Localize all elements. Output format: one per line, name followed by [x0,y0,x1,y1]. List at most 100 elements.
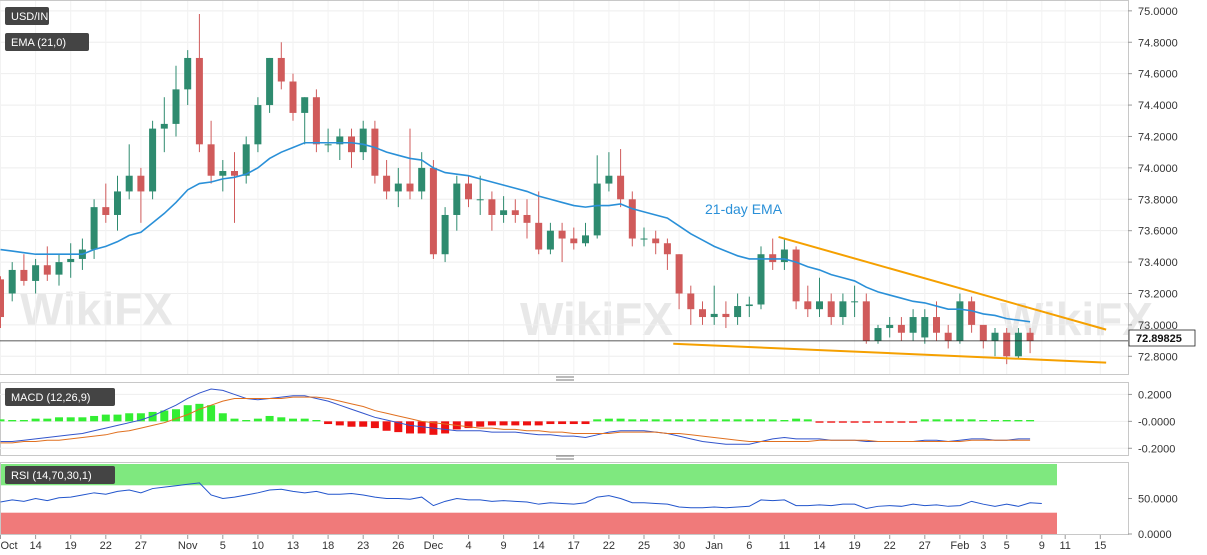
time-tick-label: 18 [322,540,334,552]
price-tick-label: 75.0000 [1138,6,1178,18]
macd-hist-bar [523,421,531,426]
macd-hist-bar [66,417,75,422]
candle [114,175,121,231]
macd-hist-bar [148,411,157,422]
macd-hist-bar [944,419,953,422]
time-tick-label: 14 [533,540,545,552]
ema-annotation: 21-day EMA [705,201,783,217]
candle [406,128,414,200]
macd-hist-bar [113,414,122,422]
macd-hist-bar [125,413,134,422]
macd-hist-bar [721,419,730,422]
macd-hist-bar [8,420,17,422]
candle-body [488,199,496,215]
macd-hist-bar [803,419,812,422]
price-tick-label: 73.0000 [1138,320,1178,332]
candle-body [617,175,625,200]
rsi-overbought-zone [1,464,1057,486]
time-tick-label: 19 [848,540,860,552]
macd-hist-bar [31,418,40,422]
time-tick-label: 5 [1004,540,1010,552]
candle-body [266,57,274,106]
candle-body [921,317,929,338]
macd-hist-bar [558,421,567,425]
candle-body [453,183,461,215]
time-tick-label: 27 [919,540,931,552]
price-tick-label: 72.8000 [1138,351,1178,363]
trendlines [673,235,1107,364]
symbol-label[interactable]: USD/INR [5,7,56,25]
time-tick-label: 3 [980,540,986,552]
candle [488,191,496,231]
macd-hist-bar [78,417,87,422]
candle [207,120,215,184]
time-tick-label: 22 [603,540,615,552]
price-tick-label: 74.0000 [1138,163,1178,175]
rsi-indicator-label[interactable]: RSI (14,70,30,1) [5,466,115,484]
candle [886,317,894,338]
candle-body [909,317,917,333]
candle-body [546,230,554,250]
last-price-badge: 72.89825 [1128,329,1196,347]
candle-body [149,128,157,192]
time-tick-label: 9 [1039,540,1045,552]
time-tick-label: 10 [252,540,264,552]
macd-hist-bar [1026,420,1035,422]
macd-hist-bar [733,419,742,422]
candle [301,97,309,145]
rsi-axis: 50.0000 0.0000 [1128,494,1178,541]
candle-body [570,238,578,244]
macd-hist-bar [499,421,508,426]
macd-hist-bar [780,420,789,422]
candle-body [734,306,742,318]
candle [722,301,730,329]
macd-hist-bar [265,415,274,422]
candle-body [862,301,870,341]
time-tick-label: 15 [1094,540,1106,552]
candle [266,57,274,113]
candle-body [465,183,472,200]
macd-hist-bar [604,418,613,422]
time-tick-label: Oct [1,540,18,552]
candle [160,97,168,153]
ema-indicator-label[interactable]: EMA (21,0) [5,33,89,51]
macd-resize-handle[interactable] [556,376,574,381]
candle [804,285,812,318]
candle [745,296,753,318]
macd-hist-bar [230,418,239,422]
candle-body [406,183,414,192]
candle-body [792,249,800,302]
candle [476,175,484,215]
macd-hist-bar [476,421,485,427]
candle-body [675,254,683,294]
macd-indicator-text: MACD (12,26,9) [11,392,90,404]
candle-body [137,175,145,192]
candle [289,73,297,121]
candle-body [43,265,51,275]
candle-body [371,128,379,176]
macd-hist-bar [768,419,777,422]
candle-body [699,309,706,318]
candle-body [8,269,16,294]
candle [500,196,508,223]
macd-hist-bar [90,415,99,422]
macd-hist-bar [464,421,473,429]
candle [149,120,157,200]
macd-hist-bar [370,421,379,429]
macd-hist-bar [909,421,918,423]
candle-body [663,243,671,255]
candle [394,167,402,208]
macd-indicator-label[interactable]: MACD (12,26,9) [5,388,115,406]
candle [558,222,566,263]
candle-body [1014,332,1022,357]
candle [348,128,355,168]
candle [125,144,133,200]
time-tick-label: 9 [501,540,507,552]
candle-body [20,269,28,281]
candle [429,160,437,259]
price-tick-label: 73.2000 [1138,288,1178,300]
rsi-resize-handle[interactable] [556,455,574,460]
candle [312,89,320,153]
macd-hist-bar [675,419,684,422]
candle-body [535,222,543,250]
